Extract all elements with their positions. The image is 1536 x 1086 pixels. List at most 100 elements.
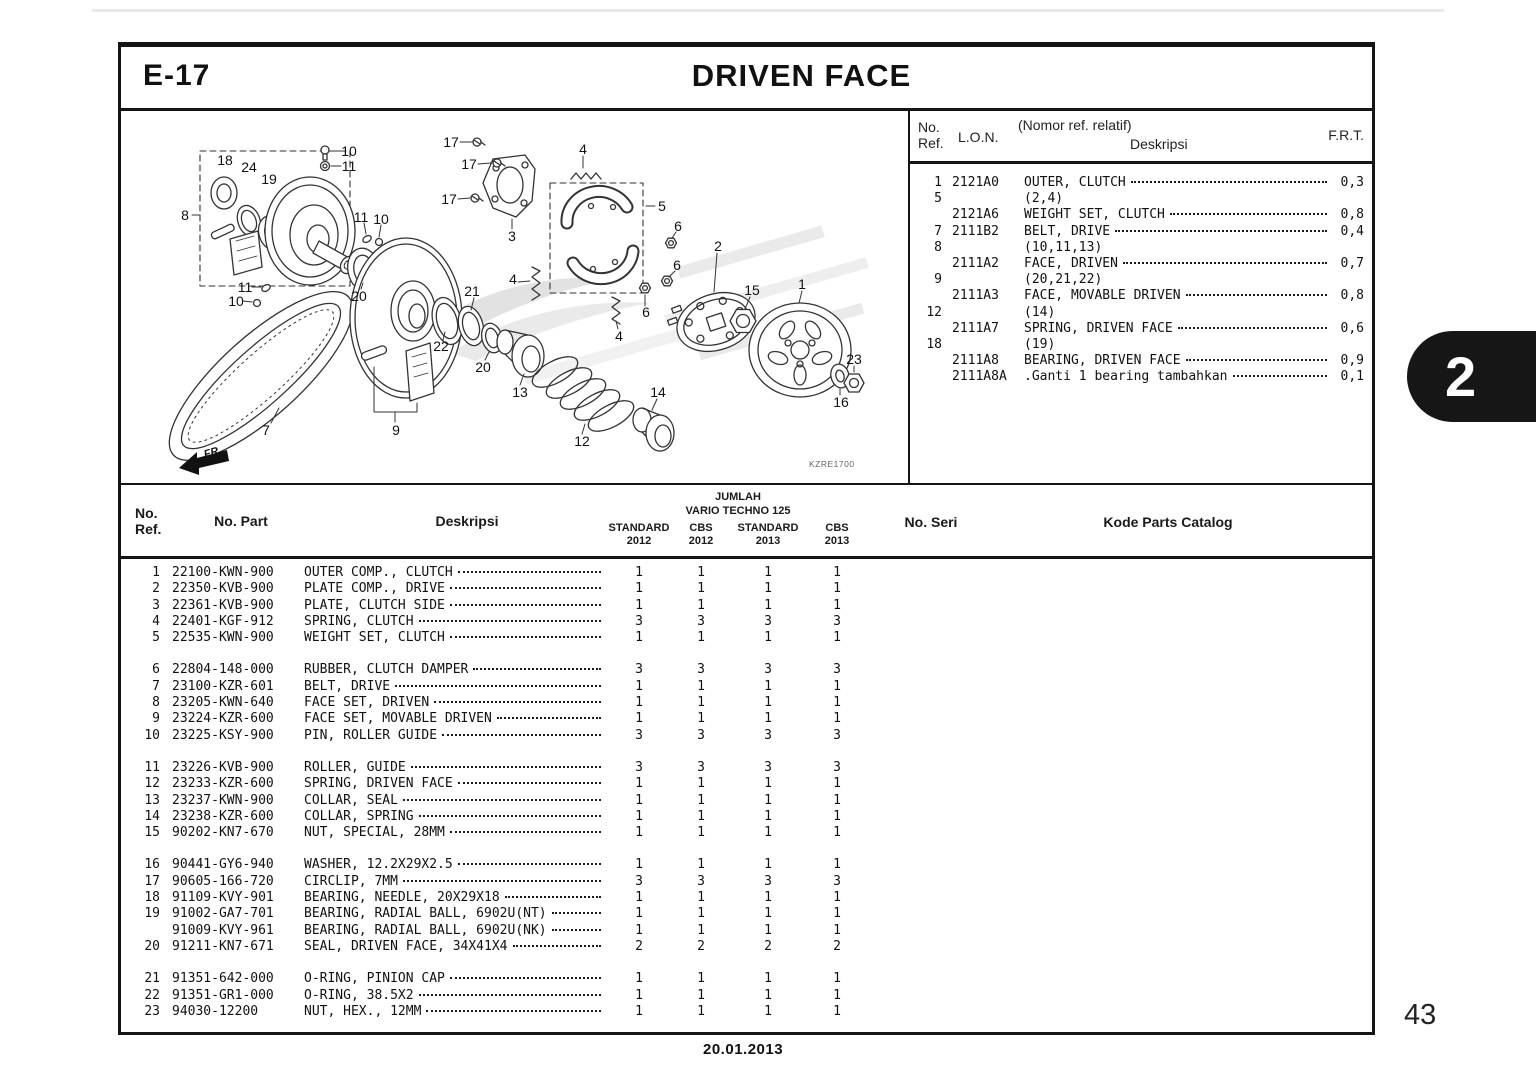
diagram-callout: 10 <box>341 143 357 159</box>
diagram-callout: 10 <box>373 211 389 227</box>
parts-table-row: 17 90605-166-720 CIRCLIP, 7MM 3 3 3 3 <box>144 873 841 889</box>
diagram-callout: 2 <box>714 238 722 254</box>
dot-leader <box>418 814 601 817</box>
kode-col-header: Kode Parts Catalog <box>1103 514 1233 530</box>
parts-table-row: 91009-KVY-961 BEARING, RADIAL BALL, 6902U… <box>172 922 841 938</box>
dot-leader <box>449 977 601 980</box>
parts-table-row: 7 23100-KZR-601 BELT, DRIVE 1 1 1 1 <box>152 678 841 694</box>
page-number: 43 <box>1404 999 1437 1031</box>
diagram-callout: 1 <box>798 276 806 292</box>
parts-table-row: 22 91351-GR1-000 O-RING, 38.5X2 1 1 1 1 <box>144 987 841 1003</box>
diagram-callout: 4 <box>509 271 517 287</box>
parts-table-row: 19 91002-GA7-701 BEARING, RADIAL BALL, 690… <box>144 906 841 922</box>
dot-leader <box>1177 326 1327 329</box>
ref-table-row: 2111A2 FACE, DRIVEN 0,7 <box>952 256 1364 272</box>
diagram-callout: 14 <box>650 384 666 400</box>
dot-leader <box>457 863 601 866</box>
part-weight-set <box>549 182 644 294</box>
diagram-callout: 4 <box>615 328 623 344</box>
part-collar-spring <box>632 407 675 452</box>
parts-table-row: 20 91211-KN7-671 SEAL, DRIVEN FACE, 34X41X… <box>144 938 841 954</box>
parts-table-row: 11 23226-KVB-900 ROLLER, GUIDE 3 3 3 3 <box>144 759 841 775</box>
ref-table-header: No. Ref. L.O.N. (Nomor ref. relatif) Desk… <box>910 111 1372 164</box>
diagram-callout: 23 <box>846 351 862 367</box>
diagram-callout: 20 <box>475 359 491 375</box>
desc-note-header: (Nomor ref. relatif) <box>1018 117 1132 133</box>
diagram-callout: 3 <box>508 228 516 244</box>
lon-col-header: L.O.N. <box>958 129 999 145</box>
parts-table-header: No. Ref. No. Part Deskripsi JUMLAH VARIO … <box>121 485 1372 559</box>
parts-table-row: 13 23237-KWN-900 COLLAR, SEAL 1 1 1 1 <box>144 792 841 808</box>
ref-table-row: 7 2111B2 BELT, DRIVE 0,4 <box>934 223 1364 239</box>
dot-leader <box>512 944 601 947</box>
ref-table-row: 12 (14) <box>926 304 1056 320</box>
ref-table-row: 5 (2,4) <box>934 191 1064 207</box>
diagram-callout: 24 <box>241 159 257 175</box>
parts-ref-col-header: No. Ref. <box>135 505 162 537</box>
parts-table-row: 14 23238-KZR-600 COLLAR, SPRING 1 1 1 1 <box>144 808 841 824</box>
parts-table-row: 6 22804-148-000 RUBBER, CLUTCH DAMPER 3 3 3 3 <box>152 662 841 678</box>
ref-table: No. Ref. L.O.N. (Nomor ref. relatif) Desk… <box>908 111 1372 483</box>
dot-leader <box>551 928 601 931</box>
ref-table-row: 2121A6 WEIGHT SET, CLUTCH 0,8 <box>952 207 1364 223</box>
part-clutch-outer <box>748 302 852 398</box>
diagram-callout: 11 <box>341 158 357 174</box>
parts-table-row: 23 94030-12200 NUT, HEX., 12MM 1 1 1 1 <box>144 1003 841 1019</box>
diagram-callout: 21 <box>464 283 480 299</box>
part-drive-belt <box>168 290 354 462</box>
part-clutch-side-plate <box>482 154 536 218</box>
section-code: E-17 <box>143 59 211 92</box>
dot-leader <box>1232 375 1327 378</box>
scan-edge-line <box>92 9 1444 12</box>
diagram-callout: 19 <box>261 171 277 187</box>
ref-table-row: 2111A3 FACE, MOVABLE DRIVEN 0,8 <box>952 288 1364 304</box>
dot-leader <box>1185 359 1327 362</box>
dot-leader <box>449 587 601 590</box>
diagram-callout: 13 <box>512 384 528 400</box>
chapter-tab-number: 2 <box>1445 345 1477 408</box>
dot-leader <box>402 798 601 801</box>
chapter-tab: 2 <box>1407 331 1536 422</box>
dot-leader <box>1115 229 1327 232</box>
dot-leader <box>551 912 601 915</box>
qty-col-header: CBS 2013 <box>824 522 850 547</box>
diagram-callout: 12 <box>574 433 590 449</box>
dot-leader <box>504 896 601 899</box>
parts-part-col-header: No. Part <box>214 513 268 529</box>
ref-table-body: 1 2121A0 OUTER, CLUTCH 0,3 5 (2,4) 2121A6 WEIGH… <box>910 164 1372 386</box>
parts-table-row: 3 22361-KVB-900 PLATE, CLUTCH SIDE 1 1 1 1 <box>152 597 841 613</box>
part-driven-face-spring <box>531 356 635 432</box>
part-face-set-driven <box>199 150 357 287</box>
diagram-callout: 11 <box>353 209 369 225</box>
ref-table-row: 18 (19) <box>926 337 1056 353</box>
parts-table-row: 16 90441-GY6-940 WASHER, 12.2X29X2.5 1 1 1 1 <box>144 857 841 873</box>
dot-leader <box>395 684 601 687</box>
part-collar-seal <box>496 329 545 378</box>
dot-leader <box>1169 213 1327 216</box>
fr-direction-arrow <box>179 450 229 475</box>
dot-leader <box>1122 262 1327 265</box>
dot-leader <box>449 636 601 639</box>
parts-table-body: 1 22100-KWN-900 OUTER COMP., CLUTCH 1 1 1 1 2 22… <box>121 559 1372 1020</box>
part-circlips <box>470 137 506 203</box>
dot-leader <box>418 619 601 622</box>
diagram-code-label: KZRE1700 <box>809 459 855 469</box>
diagram-callout: 4 <box>579 141 587 157</box>
dot-leader <box>449 831 601 834</box>
parts-table-row: 12 23233-KZR-600 SPRING, DRIVEN FACE 1 1 1 1 <box>144 776 841 792</box>
parts-table-row: 2 22350-KVB-900 PLATE COMP., DRIVE 1 1 1 1 <box>152 581 841 597</box>
diagram-callout: 15 <box>744 282 760 298</box>
fr-label: FR. <box>203 444 223 460</box>
qty-col-header: STANDARD 2013 <box>737 522 799 547</box>
dot-leader <box>457 782 601 785</box>
diagram-callout: 20 <box>351 288 367 304</box>
parts-table-row: 8 23205-KWN-640 FACE SET, DRIVEN 1 1 1 1 <box>152 695 841 711</box>
ref-table-row: 2111A7 SPRING, DRIVEN FACE 0,6 <box>952 320 1364 336</box>
upper-row: FR. KZRE1700 18 24 19 8 10 11 17 17 17 3 4 5 6 6 6 2 15 1… <box>121 111 1372 485</box>
model-header: VARIO TECHNO 125 <box>685 505 791 517</box>
frt-col-header: F.R.T. <box>1328 127 1364 143</box>
dot-leader <box>434 701 601 704</box>
dot-leader <box>1185 294 1327 297</box>
exploded-diagram: FR. KZRE1700 18 24 19 8 10 11 17 17 17 3 4 5 6 6 6 2 15 1… <box>121 111 908 483</box>
